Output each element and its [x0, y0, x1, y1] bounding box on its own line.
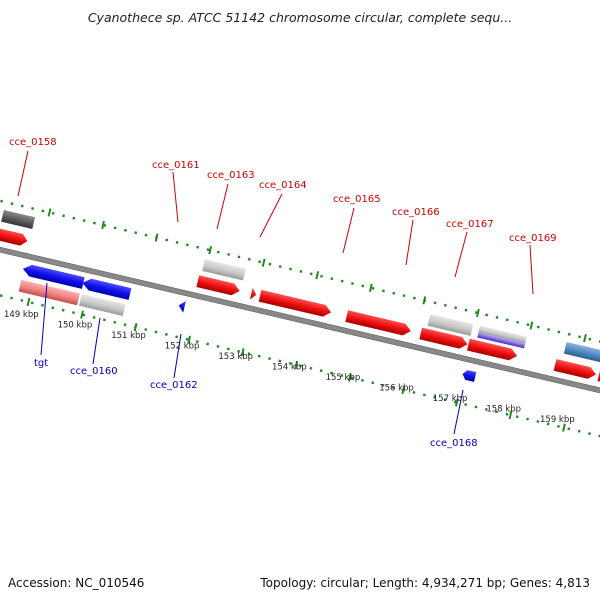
label-cce-0162[interactable]: cce_0162: [150, 380, 198, 391]
major-tick: [80, 310, 84, 319]
major-tick: [101, 220, 105, 230]
major-tick: [529, 321, 534, 330]
scale-tick-label: 159 kbp: [540, 415, 575, 425]
major-tick: [133, 323, 138, 332]
label-cce-0160[interactable]: cce_0160: [70, 366, 118, 377]
gene-cce-0169-block[interactable]: [563, 341, 600, 364]
scale-tick-label: 153 kbp: [218, 352, 253, 362]
major-tick: [347, 373, 352, 382]
gene-forward-arrow[interactable]: [249, 287, 258, 301]
major-tick: [187, 335, 192, 344]
genome-backbone: [0, 242, 600, 399]
scale-tick-label: 150 kbp: [58, 321, 93, 331]
gene-tgt-pink-block[interactable]: [18, 279, 80, 306]
gene-cce-0160-block[interactable]: [79, 293, 126, 316]
gene-cce-0166-purple-block[interactable]: [477, 332, 526, 349]
label-cce-0169[interactable]: cce_0169: [509, 233, 557, 244]
gene-forward-arrow[interactable]: [467, 338, 518, 362]
gene-forward-arrow[interactable]: [196, 275, 241, 297]
major-tick: [240, 348, 245, 357]
major-tick: [368, 283, 373, 292]
top-leader-lines: [17, 150, 534, 295]
major-tick: [26, 297, 31, 307]
major-tick: [294, 360, 299, 369]
gene-reverse-arrow[interactable]: [81, 277, 132, 300]
gene-forward-arrow[interactable]: [0, 228, 29, 247]
scale-tick-label: 156 kbp: [379, 384, 414, 394]
gene-forward-arrow[interactable]: [345, 310, 412, 337]
bottom-leader-lines: [40, 282, 464, 435]
scale-tick-label: 154 kbp: [272, 363, 307, 373]
scale-tick-labels: 149 kbp 150 kbp 151 kbp 152 kbp 153 kbp 154 k…: [4, 310, 575, 425]
label-cce-0164[interactable]: cce_0164: [259, 180, 307, 191]
gene-forward-arrow[interactable]: [553, 359, 598, 380]
gene-cce-0158-block[interactable]: [1, 209, 36, 229]
label-cce-0166[interactable]: cce_0166: [392, 207, 440, 218]
genome-summary-text: Topology: circular; Length: 4,934,271 bp…: [260, 576, 590, 590]
label-cce-0167[interactable]: cce_0167: [446, 219, 494, 230]
label-cce-0168[interactable]: cce_0168: [430, 438, 478, 449]
gene-forward-arrow[interactable]: [419, 327, 468, 351]
major-tick: [401, 385, 406, 395]
label-cce-0163[interactable]: cce_0163: [207, 170, 255, 181]
upper-major-ticks: [47, 208, 587, 343]
label-cce-0165[interactable]: cce_0165: [333, 194, 381, 205]
major-tick: [47, 208, 52, 217]
major-tick: [562, 423, 566, 432]
major-tick: [208, 246, 213, 255]
scale-tick-label: 149 kbp: [4, 310, 39, 320]
accession-text: Accession: NC_010546: [8, 576, 145, 590]
major-tick: [583, 333, 587, 343]
gene-reverse-arrow-cce-0168[interactable]: [461, 369, 477, 382]
scale-tick-label: 157 kbp: [433, 394, 468, 404]
gene-reverse-arrow-cce-0162[interactable]: [177, 300, 186, 313]
gene-forward-arrow[interactable]: [258, 289, 333, 318]
label-cce-0158[interactable]: cce_0158: [9, 137, 57, 148]
label-tgt[interactable]: tgt: [34, 358, 48, 369]
gene-cce-0166-gray-block[interactable]: [478, 325, 527, 344]
major-tick: [454, 398, 459, 407]
gene-cce-0161-block[interactable]: [202, 259, 246, 281]
map-title: Cyanothece sp. ATCC 51142 chromosome cir…: [87, 10, 513, 25]
major-tick: [261, 258, 266, 267]
upper-dotted-guide: [0, 197, 600, 351]
scale-tick-label: 158 kbp: [486, 405, 521, 415]
scale-tick-label: 152 kbp: [165, 342, 200, 352]
major-tick: [475, 308, 480, 318]
lower-dotted-guide: [0, 286, 600, 440]
major-tick: [154, 233, 159, 242]
scale-tick-label: 155 kbp: [326, 373, 361, 383]
major-tick: [422, 296, 427, 305]
gene-reverse-arrow-tgt[interactable]: [22, 263, 85, 289]
label-cce-0161[interactable]: cce_0161: [152, 160, 200, 171]
major-tick: [508, 410, 513, 420]
scale-tick-label: 151 kbp: [111, 331, 146, 341]
major-tick: [315, 271, 320, 280]
lower-major-ticks: [26, 297, 566, 432]
gene-cce-0165-block[interactable]: [427, 314, 474, 336]
